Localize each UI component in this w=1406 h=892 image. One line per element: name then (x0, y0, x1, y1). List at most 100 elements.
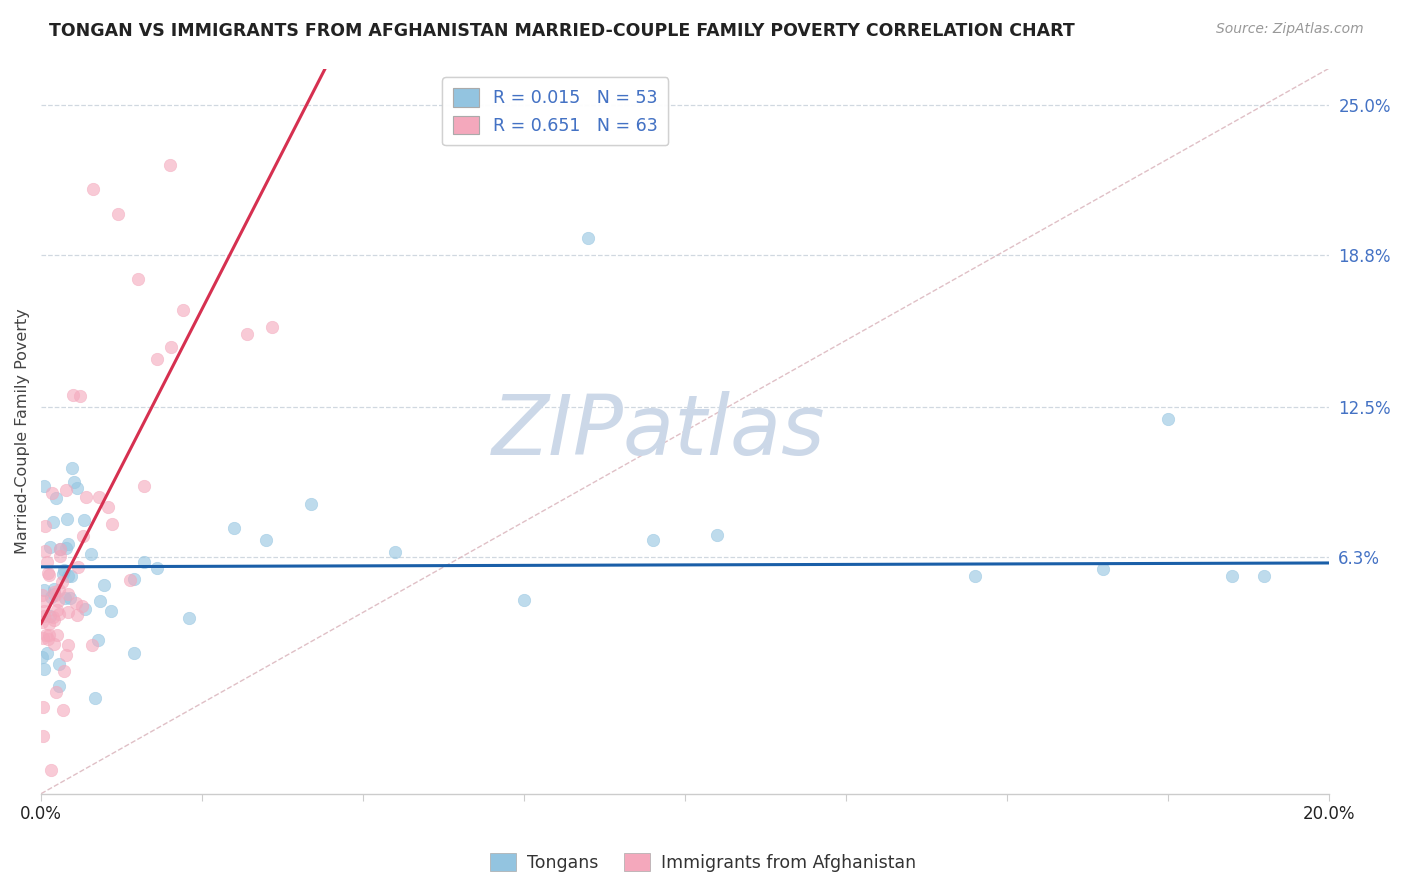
Point (93, 578, 115, 592)
Point (59, 591, 82, 605)
Point (75, 491, 97, 505)
Point (66, 607, 89, 622)
Point (132, 479, 155, 493)
Point (31, 631, 53, 645)
Point (31, 699, 53, 714)
Point (48, 582, 70, 597)
Point (48, 679, 70, 693)
Legend: Tongans, Immigrants from Afghanistan: Tongans, Immigrants from Afghanistan (484, 847, 922, 879)
Point (31, 650, 53, 665)
Point (107, 206, 129, 220)
Point (45, 685, 67, 699)
Point (86, 633, 108, 648)
Point (122, 572, 145, 586)
Point (73, 602, 96, 616)
Point (35, 555, 58, 569)
Point (262, 319, 284, 334)
Point (42, 614, 65, 628)
Point (41, 485, 63, 500)
Point (32, 479, 55, 493)
Point (52, 567, 75, 582)
Point (51, 574, 73, 589)
Point (177, 611, 200, 625)
Text: TONGAN VS IMMIGRANTS FROM AFGHANISTAN MARRIED-COUPLE FAMILY POVERTY CORRELATION : TONGAN VS IMMIGRANTS FROM AFGHANISTAN MA… (49, 22, 1076, 40)
Point (34, 544, 56, 558)
Point (32, 604, 55, 618)
Point (46, 594, 69, 608)
Point (254, 533, 277, 547)
Point (32, 582, 55, 597)
Point (39, 763, 62, 777)
Point (39, 608, 62, 623)
Point (46, 628, 69, 642)
Point (42, 515, 65, 529)
Point (134, 555, 156, 569)
Point (31, 589, 53, 603)
Point (62, 388, 84, 402)
Point (56, 537, 79, 551)
Point (55, 483, 77, 498)
Point (641, 533, 664, 547)
Legend: R = 0.015   N = 53, R = 0.651   N = 63: R = 0.015 N = 53, R = 0.651 N = 63 (443, 78, 668, 145)
Point (38, 568, 60, 582)
Point (56, 569, 79, 583)
Point (32, 729, 55, 743)
Point (1157, 412, 1180, 426)
Point (48, 542, 70, 557)
Point (100, 604, 122, 618)
Text: ZIPatlas: ZIPatlas (492, 391, 825, 472)
Point (35, 646, 58, 660)
Point (576, 231, 599, 245)
Point (80, 638, 103, 652)
Point (32, 593, 55, 607)
Point (122, 647, 145, 661)
Point (160, 340, 183, 354)
Point (48, 542, 70, 557)
Point (70, 599, 93, 613)
Point (224, 521, 246, 535)
Point (34, 518, 56, 533)
Point (37, 566, 59, 581)
Point (706, 528, 728, 542)
Point (39, 590, 62, 604)
Point (1253, 569, 1275, 583)
Point (72, 529, 94, 543)
Point (49, 549, 72, 564)
Point (53, 562, 76, 576)
Point (97, 500, 120, 514)
Point (52, 703, 75, 717)
Point (55, 541, 77, 555)
Point (236, 327, 259, 342)
Point (56, 605, 79, 619)
Point (41, 609, 63, 624)
Point (89, 490, 111, 504)
Point (46, 603, 69, 617)
Point (32, 608, 55, 623)
Point (38, 628, 60, 642)
Point (42, 637, 65, 651)
Text: Source: ZipAtlas.com: Source: ZipAtlas.com (1216, 22, 1364, 37)
Point (301, 497, 323, 511)
Point (35, 628, 58, 642)
Point (1220, 569, 1243, 583)
Point (42, 585, 65, 599)
Point (146, 351, 169, 366)
Point (66, 560, 89, 574)
Point (55, 648, 77, 663)
Point (146, 561, 169, 575)
Point (384, 545, 406, 559)
Point (32, 662, 55, 676)
Point (37, 632, 59, 646)
Point (56, 512, 79, 526)
Point (159, 158, 181, 172)
Point (60, 461, 83, 475)
Point (513, 593, 536, 607)
Point (172, 303, 194, 318)
Point (1092, 562, 1115, 576)
Point (38, 616, 60, 631)
Point (963, 569, 986, 583)
Point (82, 182, 104, 196)
Point (65, 596, 87, 610)
Point (101, 517, 124, 532)
Point (52, 664, 75, 678)
